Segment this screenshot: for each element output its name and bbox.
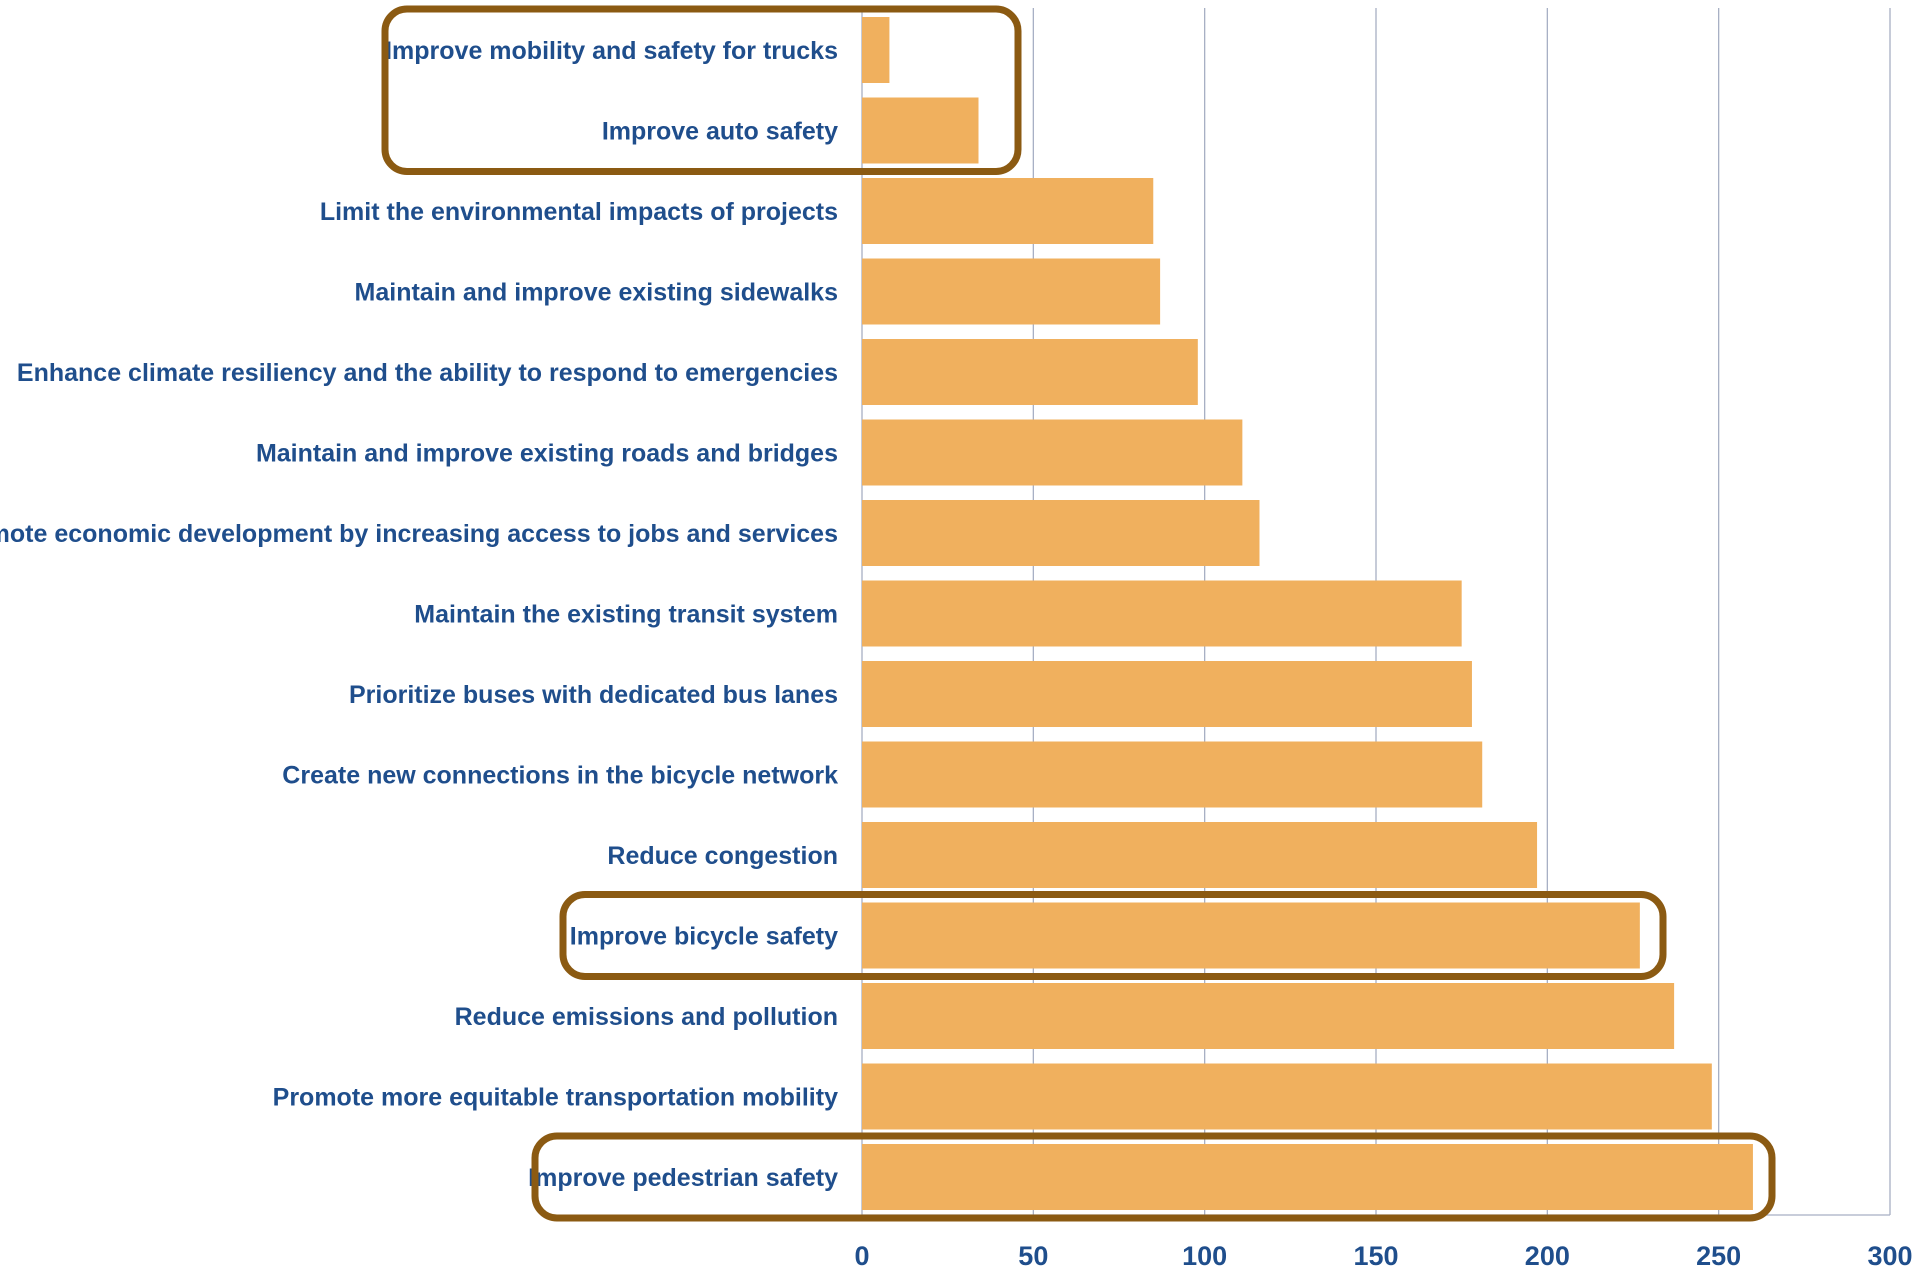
highlight-boxes xyxy=(381,5,1776,1222)
highlight-box xyxy=(381,5,1022,175)
highlight-box xyxy=(559,891,1667,980)
category-label: Prioritize buses with dedicated bus lane… xyxy=(349,681,838,709)
bar xyxy=(862,97,979,164)
category-labels: Improve mobility and safety for trucks Im… xyxy=(0,37,838,1192)
bar xyxy=(862,1063,1712,1130)
x-tick-label: 0 xyxy=(854,1241,869,1269)
bar xyxy=(862,741,1483,808)
category-label: Create new connections in the bicycle ne… xyxy=(282,762,838,790)
x-tick-label: 150 xyxy=(1353,1241,1398,1269)
category-label: Improve mobility and safety for trucks xyxy=(385,37,838,65)
bar xyxy=(862,339,1198,405)
x-tick-label: 200 xyxy=(1525,1241,1570,1269)
x-axis-tick-labels: 0 50 100 150 200 250 300 xyxy=(854,1241,1912,1269)
bar xyxy=(862,17,890,83)
bar xyxy=(862,580,1462,647)
category-label: Reduce emissions and pollution xyxy=(455,1003,838,1031)
bars xyxy=(862,17,1753,1210)
highlight-box xyxy=(531,1132,1776,1222)
category-label: Maintain and improve existing roads and … xyxy=(256,440,838,468)
category-label: Enhance climate resiliency and the abili… xyxy=(17,359,838,387)
bar xyxy=(862,419,1243,486)
bar xyxy=(862,178,1154,244)
category-label: Promote economic development by increasi… xyxy=(0,520,838,548)
x-tick-label: 100 xyxy=(1182,1241,1227,1269)
category-label: Improve bicycle safety xyxy=(570,923,838,951)
bar xyxy=(862,902,1640,969)
bar xyxy=(862,822,1538,888)
x-tick-label: 50 xyxy=(1018,1241,1048,1269)
category-label: Reduce congestion xyxy=(607,842,838,870)
bar xyxy=(862,500,1260,566)
x-tick-label: 300 xyxy=(1867,1241,1912,1269)
bar xyxy=(862,258,1161,325)
bar xyxy=(862,661,1472,727)
category-label: Improve pedestrian safety xyxy=(528,1164,838,1192)
category-label: Improve auto safety xyxy=(602,118,838,146)
category-label: Maintain and improve existing sidewalks xyxy=(355,279,838,307)
bar xyxy=(862,1144,1753,1210)
category-label: Promote more equitable transportation mo… xyxy=(273,1084,838,1112)
x-tick-label: 250 xyxy=(1696,1241,1741,1269)
category-label: Maintain the existing transit system xyxy=(414,601,838,629)
category-label: Limit the environmental impacts of proje… xyxy=(320,198,838,226)
bar xyxy=(862,983,1675,1049)
